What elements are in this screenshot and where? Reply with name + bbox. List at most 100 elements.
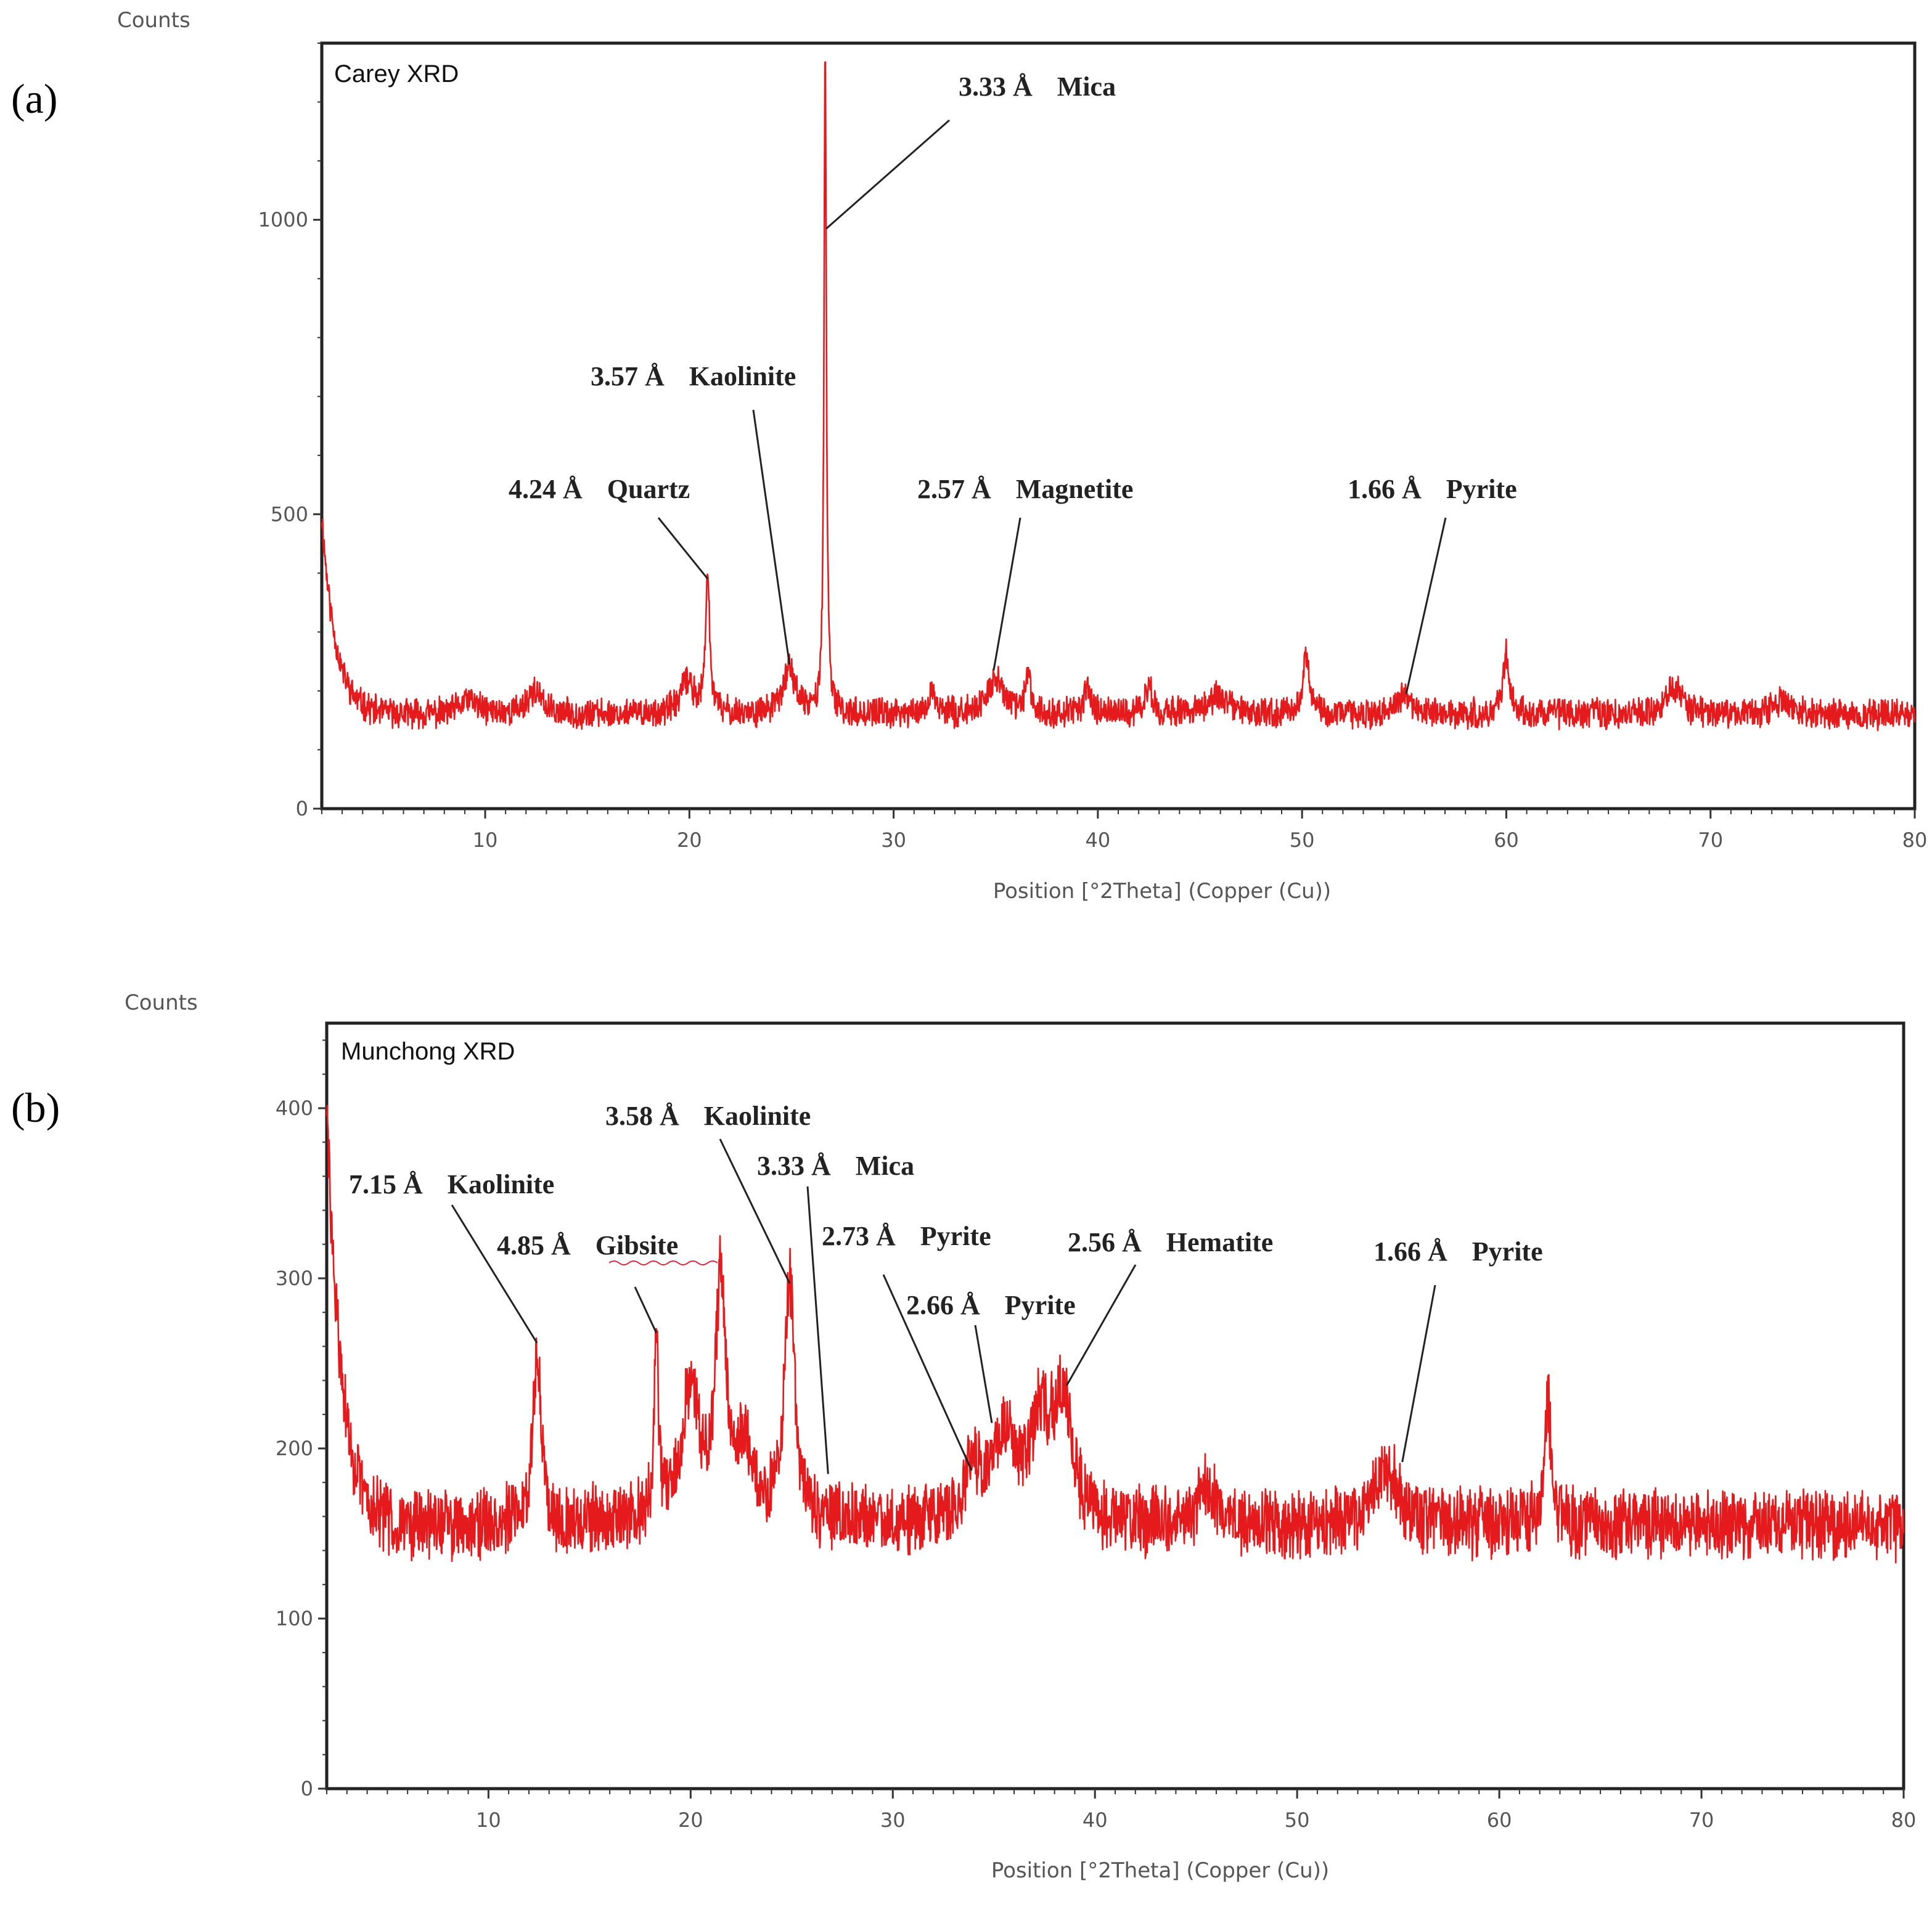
- panel-a-carey: (a) Counts Carey XRD 10 20 30 40 50 60 70 80 0 50…: [11, 8, 1927, 904]
- mineral-name: Magnetite: [1016, 474, 1134, 504]
- peak-label: 1.66 Å Pyrite: [1348, 474, 1517, 504]
- peak-annotation: 2.56 Å Hematite: [1065, 1227, 1273, 1386]
- leader-line: [993, 517, 1021, 671]
- d-spacing: 4.85 Å: [497, 1230, 571, 1260]
- x-tick-label: 20: [677, 828, 702, 852]
- peak-annotations-b: 7.15 Å Kaolinite 4.85 Å Gibsite 3.58 Å Kaolin…: [349, 1101, 1543, 1474]
- x-tick-label: 30: [880, 1808, 906, 1832]
- y-tick-label: 500: [271, 502, 308, 526]
- x-tick-label: 10: [476, 1808, 501, 1832]
- x-tick-label: 30: [881, 828, 906, 852]
- x-axis-title-a: Position [°2Theta] (Copper (Cu)): [993, 879, 1331, 904]
- d-spacing: 3.33 Å: [959, 71, 1033, 102]
- leader-line: [719, 1138, 791, 1284]
- y-tick-label: 1000: [258, 208, 308, 232]
- peak-annotation: 2.66 Å Pyrite: [906, 1290, 1076, 1423]
- peak-label: 3.58 Å Kaolinite: [605, 1101, 811, 1131]
- mineral-name: Kaolinite: [448, 1169, 555, 1199]
- d-spacing: 2.57 Å: [917, 474, 991, 504]
- leader-line: [657, 517, 709, 580]
- y-axis-title-b: Counts: [125, 990, 198, 1015]
- y-tick-label: 0: [301, 1777, 313, 1800]
- spellcheck-underline: [608, 1260, 718, 1265]
- chart-title-a: Carey XRD: [334, 60, 459, 88]
- d-spacing: 3.57 Å: [591, 361, 665, 391]
- leader-line: [806, 1186, 829, 1474]
- peak-label: 2.56 Å Hematite: [1068, 1227, 1273, 1257]
- mineral-name: Kaolinite: [689, 361, 796, 391]
- peak-label: 2.66 Å Pyrite: [906, 1290, 1076, 1320]
- leader-line: [634, 1286, 657, 1333]
- leader-line: [825, 119, 950, 230]
- mineral-name: Mica: [856, 1151, 914, 1181]
- d-spacing: 4.24 Å: [509, 474, 583, 504]
- d-spacing: 2.66 Å: [906, 1290, 980, 1320]
- peak-label: 7.15 Å Kaolinite: [349, 1169, 554, 1199]
- x-tick-label: 80: [1902, 828, 1928, 852]
- peak-annotation: 1.66 Å Pyrite: [1348, 474, 1517, 695]
- peak-annotation: 3.33 Å Mica: [825, 71, 1116, 230]
- x-tick-label: 60: [1494, 828, 1519, 852]
- mineral-name: Hematite: [1166, 1227, 1273, 1257]
- x-tick-label: 70: [1689, 1808, 1714, 1832]
- leader-line: [974, 1325, 993, 1423]
- x-tick-label: 60: [1487, 1808, 1512, 1832]
- peak-label: 4.85 Å Gibsite: [497, 1230, 678, 1260]
- d-spacing: 3.58 Å: [605, 1101, 679, 1131]
- peak-label: 3.33 Å Mica: [757, 1151, 914, 1181]
- peak-annotation: 4.24 Å Quartz: [509, 474, 709, 580]
- peak-annotation: 3.57 Å Kaolinite: [591, 361, 796, 665]
- y-tick-label: 0: [296, 797, 308, 820]
- peak-label: 1.66 Å Pyrite: [1373, 1236, 1543, 1267]
- d-spacing: 3.33 Å: [757, 1151, 831, 1181]
- peak-annotations-a: 3.33 Å Mica 3.57 Å Kaolinite 4.24 Å Quartz 2.5…: [509, 71, 1517, 695]
- peak-label: 3.57 Å Kaolinite: [591, 361, 796, 391]
- peak-annotation: 7.15 Å Kaolinite: [349, 1169, 554, 1344]
- x-tick-label: 10: [473, 828, 498, 852]
- mineral-name: Pyrite: [920, 1221, 991, 1251]
- mineral-name: Pyrite: [1005, 1290, 1076, 1320]
- panel-b-munchong: (b) Counts Munchong XRD 10 20 30 40 50 60 70 80…: [11, 990, 1916, 1883]
- leader-line: [1401, 1284, 1436, 1463]
- panel-label-b: (b): [11, 1084, 60, 1131]
- x-tick-label: 80: [1891, 1808, 1917, 1832]
- mineral-name: Pyrite: [1446, 474, 1517, 504]
- y-axis-title-a: Counts: [117, 8, 190, 33]
- axis-tick-labels-a: 10 20 30 40 50 60 70 80 0 500 1000: [258, 208, 1928, 852]
- peak-label: 4.24 Å Quartz: [509, 474, 690, 504]
- y-tick-label: 300: [276, 1267, 313, 1290]
- axis-ticks-b: [318, 1039, 1905, 1799]
- diffractogram-line-b: [325, 1105, 1905, 1564]
- d-spacing: 1.66 Å: [1348, 474, 1422, 504]
- x-tick-label: 40: [1083, 1808, 1108, 1832]
- axis-ticks-a: [313, 43, 1916, 819]
- peak-annotation: 1.66 Å Pyrite: [1373, 1236, 1543, 1463]
- panel-label-a: (a): [11, 75, 57, 122]
- mineral-name: Pyrite: [1472, 1236, 1543, 1267]
- x-tick-label: 50: [1290, 828, 1315, 852]
- leader-line: [1405, 517, 1447, 695]
- d-spacing: 7.15 Å: [349, 1169, 423, 1199]
- y-tick-label: 200: [276, 1437, 313, 1460]
- leader-line: [451, 1204, 538, 1344]
- leader-line: [752, 409, 791, 665]
- plot-frame-b: [325, 1021, 1905, 1791]
- x-axis-title-b: Position [°2Theta] (Copper (Cu)): [991, 1858, 1329, 1883]
- chart-title-b: Munchong XRD: [341, 1038, 515, 1065]
- peak-annotation: 3.33 Å Mica: [757, 1151, 914, 1474]
- mineral-name: Quartz: [607, 474, 690, 504]
- mineral-name: Kaolinite: [704, 1101, 811, 1131]
- peak-annotation: 2.57 Å Magnetite: [917, 474, 1134, 671]
- peak-annotation: 3.58 Å Kaolinite: [605, 1101, 811, 1284]
- peak-label: 2.73 Å Pyrite: [822, 1221, 991, 1251]
- peak-annotation: 4.85 Å Gibsite: [497, 1230, 718, 1333]
- plot-frame-a: [320, 41, 1917, 811]
- leader-line: [882, 1274, 973, 1471]
- x-tick-label: 20: [678, 1808, 703, 1832]
- axis-tick-labels-b: 10 20 30 40 50 60 70 80 0 100 200 300 400: [276, 1096, 1916, 1832]
- d-spacing: 2.56 Å: [1068, 1227, 1142, 1257]
- mineral-name: Mica: [1057, 71, 1116, 102]
- leader-line: [1065, 1264, 1137, 1386]
- d-spacing: 1.66 Å: [1373, 1236, 1447, 1267]
